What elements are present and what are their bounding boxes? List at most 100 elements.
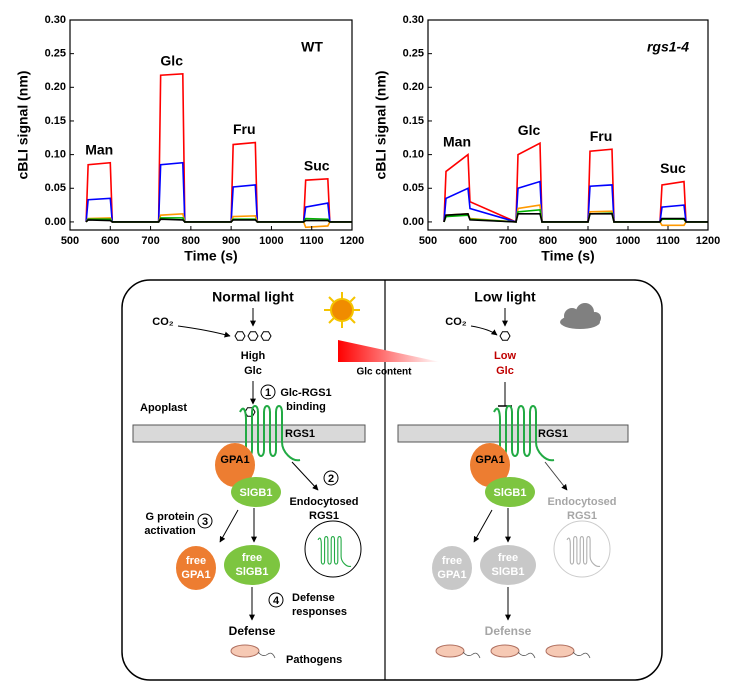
trace [443, 141, 708, 224]
glc-level: Glc [244, 365, 262, 377]
free-slgb1 [224, 545, 280, 585]
arrow [470, 325, 498, 336]
step-number: 1 [265, 387, 271, 399]
defense: Defense [485, 624, 532, 638]
endocytosed: Endocytosed [547, 496, 616, 508]
co2: CO₂ [445, 316, 467, 328]
y-tick-label: 0.25 [45, 48, 66, 60]
step-text: Glc-RGS1 [280, 387, 331, 399]
annotation: Glc [160, 53, 183, 69]
y-tick-label: 0.10 [45, 149, 66, 161]
glucose [247, 331, 259, 341]
free-slgb1-label: SlGB1 [235, 566, 268, 578]
plot-frame [69, 19, 353, 231]
glc-level: High [241, 350, 266, 362]
free-slgb1-label: SlGB1 [491, 566, 524, 578]
apoplast: Apoplast [140, 402, 187, 414]
glucose [234, 331, 246, 341]
y-axis-label: cBLI signal (nm) [15, 71, 31, 180]
charts: 500 600 700 800 900 1000 1100 1200 0.00 0.05 0.10 0… [15, 14, 721, 264]
membrane [132, 424, 366, 443]
gpa1 [470, 443, 510, 487]
x-tick-label: 1000 [259, 235, 283, 247]
step-number: 2 [328, 473, 334, 485]
x-tick-label: 800 [182, 235, 200, 247]
endocytosed: RGS1 [309, 510, 339, 522]
panel-title: Normal light [212, 289, 294, 305]
step-circle [323, 470, 339, 486]
arrow [291, 461, 319, 491]
gpa1-label: GPA1 [220, 454, 249, 466]
y-tick-label: 0.25 [403, 48, 424, 60]
x-tick-label: 900 [222, 235, 240, 247]
x-tick-label: 800 [539, 235, 557, 247]
slgb1-label: SlGB1 [493, 487, 526, 499]
glc-content: Glc content [356, 367, 412, 378]
free-slgb1-label: free [242, 552, 262, 564]
y-tick-label: 0.15 [403, 115, 424, 127]
x-tick-label: 1200 [340, 235, 364, 247]
panel-title: Low light [474, 289, 536, 305]
responses: responses [292, 606, 347, 618]
arrow [473, 509, 493, 543]
y-tick-label: 0.10 [403, 149, 424, 161]
annotation: Man [85, 141, 113, 157]
free-slgb1-label: free [498, 552, 518, 564]
y-tick-label: 0.30 [45, 14, 66, 26]
x-tick-label: 500 [419, 235, 437, 247]
x-tick-label: 900 [579, 235, 597, 247]
step-circle [197, 513, 213, 529]
chart-label: WT [301, 39, 323, 55]
cloud [560, 303, 601, 329]
plot-frame [427, 19, 709, 231]
y-axis-label: cBLI signal (nm) [373, 71, 389, 180]
responses: Defense [292, 592, 335, 604]
y-tick-label: 0.20 [45, 81, 66, 93]
y-tick-label: 0.05 [403, 182, 424, 194]
y-tick-label: 0.20 [403, 81, 424, 93]
annotation: Man [443, 133, 471, 149]
free-gpa1-label: free [186, 555, 206, 567]
chart-label: rgs1-4 [647, 39, 689, 55]
gpa1-label: GPA1 [475, 454, 504, 466]
rgs1-label: RGS1 [538, 428, 568, 440]
x-tick-label: 600 [459, 235, 477, 247]
glucose [260, 331, 272, 341]
step-number: 3 [202, 516, 208, 528]
trace [443, 180, 708, 223]
gpa1 [215, 443, 255, 487]
free-gpa1 [176, 546, 216, 590]
panel [121, 279, 663, 681]
y-tick-label: 0.00 [403, 216, 424, 228]
sun [324, 292, 360, 328]
diagram: Normal light CO₂ High Glc 1 Glc-RGS1 bin… [121, 279, 663, 681]
arrow [219, 509, 239, 543]
annotation: Fru [233, 121, 256, 137]
defense: Defense [229, 624, 276, 638]
step-text: binding [286, 401, 326, 413]
x-tick-label: 1200 [696, 235, 720, 247]
step-circle [260, 384, 276, 400]
free-gpa1 [432, 546, 472, 590]
x-tick-label: 700 [141, 235, 159, 247]
glc-level: Low [494, 350, 516, 362]
x-tick-label: 1000 [616, 235, 640, 247]
glc-gradient [338, 340, 440, 362]
arrow [544, 461, 568, 491]
trace [85, 72, 352, 223]
vesicle [553, 520, 611, 578]
x-tick-label: 1100 [656, 235, 680, 247]
x-tick-label: 1100 [300, 235, 324, 247]
rgs1-label: RGS1 [285, 428, 315, 440]
endocytosed: Endocytosed [289, 496, 358, 508]
free-gpa1-label: GPA1 [437, 569, 466, 581]
annotation: Suc [660, 160, 686, 176]
x-tick-label: 500 [61, 235, 79, 247]
arrow [177, 325, 231, 338]
x-axis-label: Time (s) [541, 248, 594, 264]
co2: CO₂ [152, 316, 174, 328]
slgb1-label: SlGB1 [239, 487, 272, 499]
x-tick-label: 700 [499, 235, 517, 247]
free-slgb1 [480, 545, 536, 585]
